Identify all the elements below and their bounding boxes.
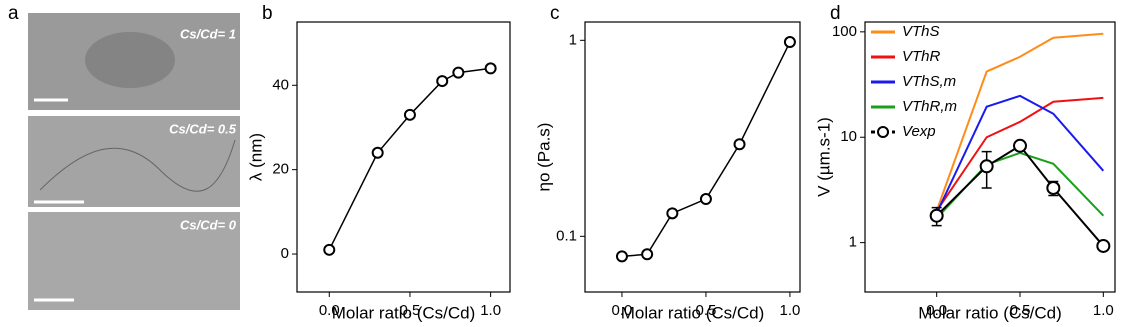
- legend-marker: [877, 126, 889, 138]
- marker: [979, 159, 994, 174]
- fiber: [39, 139, 236, 192]
- plot-frame: [296, 21, 511, 293]
- marker: [452, 66, 465, 79]
- x-tick-label: 0.0: [319, 302, 340, 319]
- x-tick-label: 0.0: [926, 302, 947, 319]
- x-tick-label: 1.0: [779, 302, 800, 319]
- marker: [371, 146, 384, 159]
- caption: Cs/Cd= 1: [180, 26, 236, 41]
- x-tick-label: 0.5: [696, 302, 717, 319]
- panel-label: b: [262, 3, 273, 24]
- series-line: [935, 94, 1105, 214]
- marker: [436, 75, 449, 88]
- legend-label: VThR: [902, 48, 941, 65]
- legend-label: VThR,m: [902, 98, 957, 115]
- plot-frame: [864, 21, 1116, 293]
- x-axis-title: Molar ratio (Cs/Cd): [332, 303, 476, 322]
- fiber-cluster: [85, 32, 175, 88]
- marker: [615, 250, 628, 263]
- marker: [733, 138, 746, 151]
- series-line: [621, 41, 791, 258]
- marker: [699, 193, 712, 206]
- micrographs: Cs/Cd= 1 Cs/Cd= 0.5 Cs/Cd= 0: [28, 13, 240, 310]
- caption: Cs/Cd= 0: [180, 217, 237, 232]
- series-line: [935, 151, 1105, 220]
- y-tick-label: 10: [840, 128, 857, 145]
- marker: [641, 248, 654, 261]
- panel-label: c: [550, 3, 560, 24]
- marker: [783, 36, 796, 49]
- x-tick-label: 0.5: [1010, 302, 1031, 319]
- legend-label: VThS: [902, 23, 940, 40]
- plot-frame: [584, 21, 801, 293]
- y-tick-label: 0.1: [556, 227, 577, 244]
- series-line: [935, 96, 1104, 212]
- y-tick-label: 0: [281, 245, 289, 262]
- legend-label: VThS,m: [902, 73, 956, 90]
- marker: [403, 108, 416, 121]
- x-axis-title: Molar ratio (Cs/Cd): [621, 303, 765, 322]
- y-axis-title: V (µm.s-1): [814, 117, 833, 197]
- y-tick-label: 1: [849, 234, 857, 251]
- legend-label: Vexp: [902, 123, 936, 140]
- y-axis-title: λ (nm): [246, 133, 265, 181]
- marker: [323, 243, 336, 256]
- series-line: [328, 67, 491, 251]
- x-axis-title: Molar ratio (Cs/Cd): [918, 303, 1062, 322]
- y-tick-label: 1: [569, 31, 577, 48]
- marker: [484, 62, 497, 75]
- x-tick-label: 1.0: [1093, 302, 1114, 319]
- micrograph: [28, 116, 240, 207]
- x-tick-label: 1.0: [480, 302, 501, 319]
- panel-label: d: [830, 3, 841, 24]
- x-tick-label: 0.0: [612, 302, 633, 319]
- y-tick-label: 100: [832, 23, 857, 40]
- marker: [929, 208, 944, 223]
- marker: [666, 207, 679, 220]
- micrograph: [28, 212, 240, 310]
- marker: [1013, 138, 1027, 153]
- marker: [1096, 238, 1111, 253]
- series-line: [935, 32, 1104, 212]
- panel-label: a: [8, 3, 19, 24]
- caption: Cs/Cd= 0.5: [169, 121, 237, 136]
- y-axis-title: ηo (Pa.s): [534, 123, 553, 192]
- y-tick-label: 20: [272, 161, 289, 178]
- x-tick-label: 0.5: [400, 302, 421, 319]
- y-tick-label: 40: [272, 76, 289, 93]
- marker: [1046, 180, 1061, 195]
